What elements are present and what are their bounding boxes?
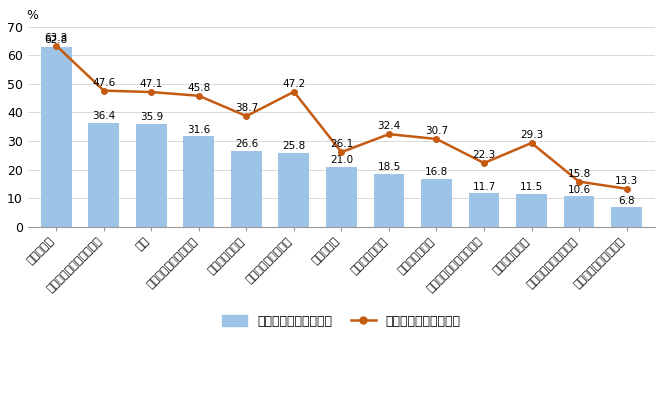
Text: 16.8: 16.8 [425,167,448,177]
Text: 25.8: 25.8 [282,141,306,151]
Bar [611,207,642,227]
Bar [421,179,452,227]
Text: 26.6: 26.6 [235,139,258,149]
Bar [373,174,404,227]
Text: 29.3: 29.3 [520,130,543,140]
Bar [183,136,214,227]
Text: 21.0: 21.0 [330,155,353,165]
Text: 18.5: 18.5 [377,162,401,172]
Text: 32.4: 32.4 [377,121,401,131]
Legend: 日本が優れているもの, 地方で体験したい活動: 日本が優れているもの, 地方で体験したい活動 [217,310,466,333]
Text: 47.6: 47.6 [92,78,115,88]
Text: 22.3: 22.3 [473,150,496,160]
Text: 11.7: 11.7 [473,182,496,192]
Text: %: % [26,9,38,22]
Text: 47.1: 47.1 [140,79,163,89]
Text: 45.8: 45.8 [187,83,211,93]
Text: 6.8: 6.8 [618,196,635,206]
Bar [89,123,119,227]
Text: 38.7: 38.7 [235,103,258,113]
Text: 26.1: 26.1 [330,139,353,149]
Text: 36.4: 36.4 [92,111,115,121]
Bar [41,47,71,227]
Bar [469,193,499,227]
Text: 35.9: 35.9 [140,112,163,122]
Text: 30.7: 30.7 [425,126,448,136]
Bar [516,194,547,227]
Bar [563,196,594,227]
Bar [279,153,309,227]
Text: 11.5: 11.5 [520,182,543,192]
Bar [326,167,357,227]
Text: 63.3: 63.3 [45,33,68,43]
Text: 31.6: 31.6 [187,125,211,135]
Bar [231,151,262,227]
Text: 47.2: 47.2 [282,79,306,89]
Bar [136,124,167,227]
Text: 62.8: 62.8 [45,36,68,46]
Text: 15.8: 15.8 [567,169,591,179]
Text: 10.6: 10.6 [567,185,591,195]
Text: 13.3: 13.3 [615,176,638,186]
